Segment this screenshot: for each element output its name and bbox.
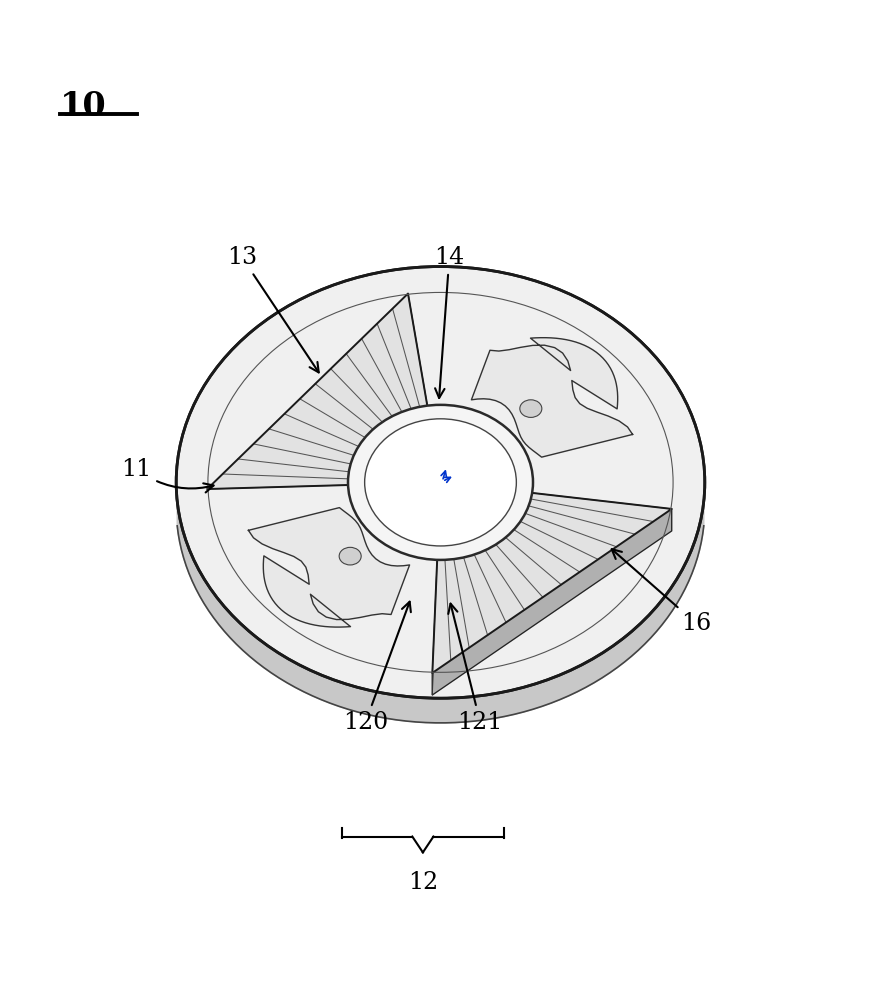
Text: 121: 121 xyxy=(448,604,503,734)
Text: 12: 12 xyxy=(408,871,438,894)
Polygon shape xyxy=(177,501,704,723)
Text: 10: 10 xyxy=(60,90,107,123)
Polygon shape xyxy=(471,338,633,457)
Ellipse shape xyxy=(365,419,516,546)
Text: 16: 16 xyxy=(611,549,711,635)
Ellipse shape xyxy=(348,405,533,560)
Text: 14: 14 xyxy=(434,246,464,398)
Text: 120: 120 xyxy=(343,602,411,734)
Ellipse shape xyxy=(176,267,705,698)
Text: 11: 11 xyxy=(122,458,213,492)
Polygon shape xyxy=(207,294,428,489)
Polygon shape xyxy=(433,492,671,673)
Ellipse shape xyxy=(520,400,542,417)
Polygon shape xyxy=(248,508,410,627)
Polygon shape xyxy=(433,554,438,695)
Text: 13: 13 xyxy=(227,246,319,372)
Ellipse shape xyxy=(339,547,361,565)
Polygon shape xyxy=(433,509,671,695)
Polygon shape xyxy=(408,294,428,433)
